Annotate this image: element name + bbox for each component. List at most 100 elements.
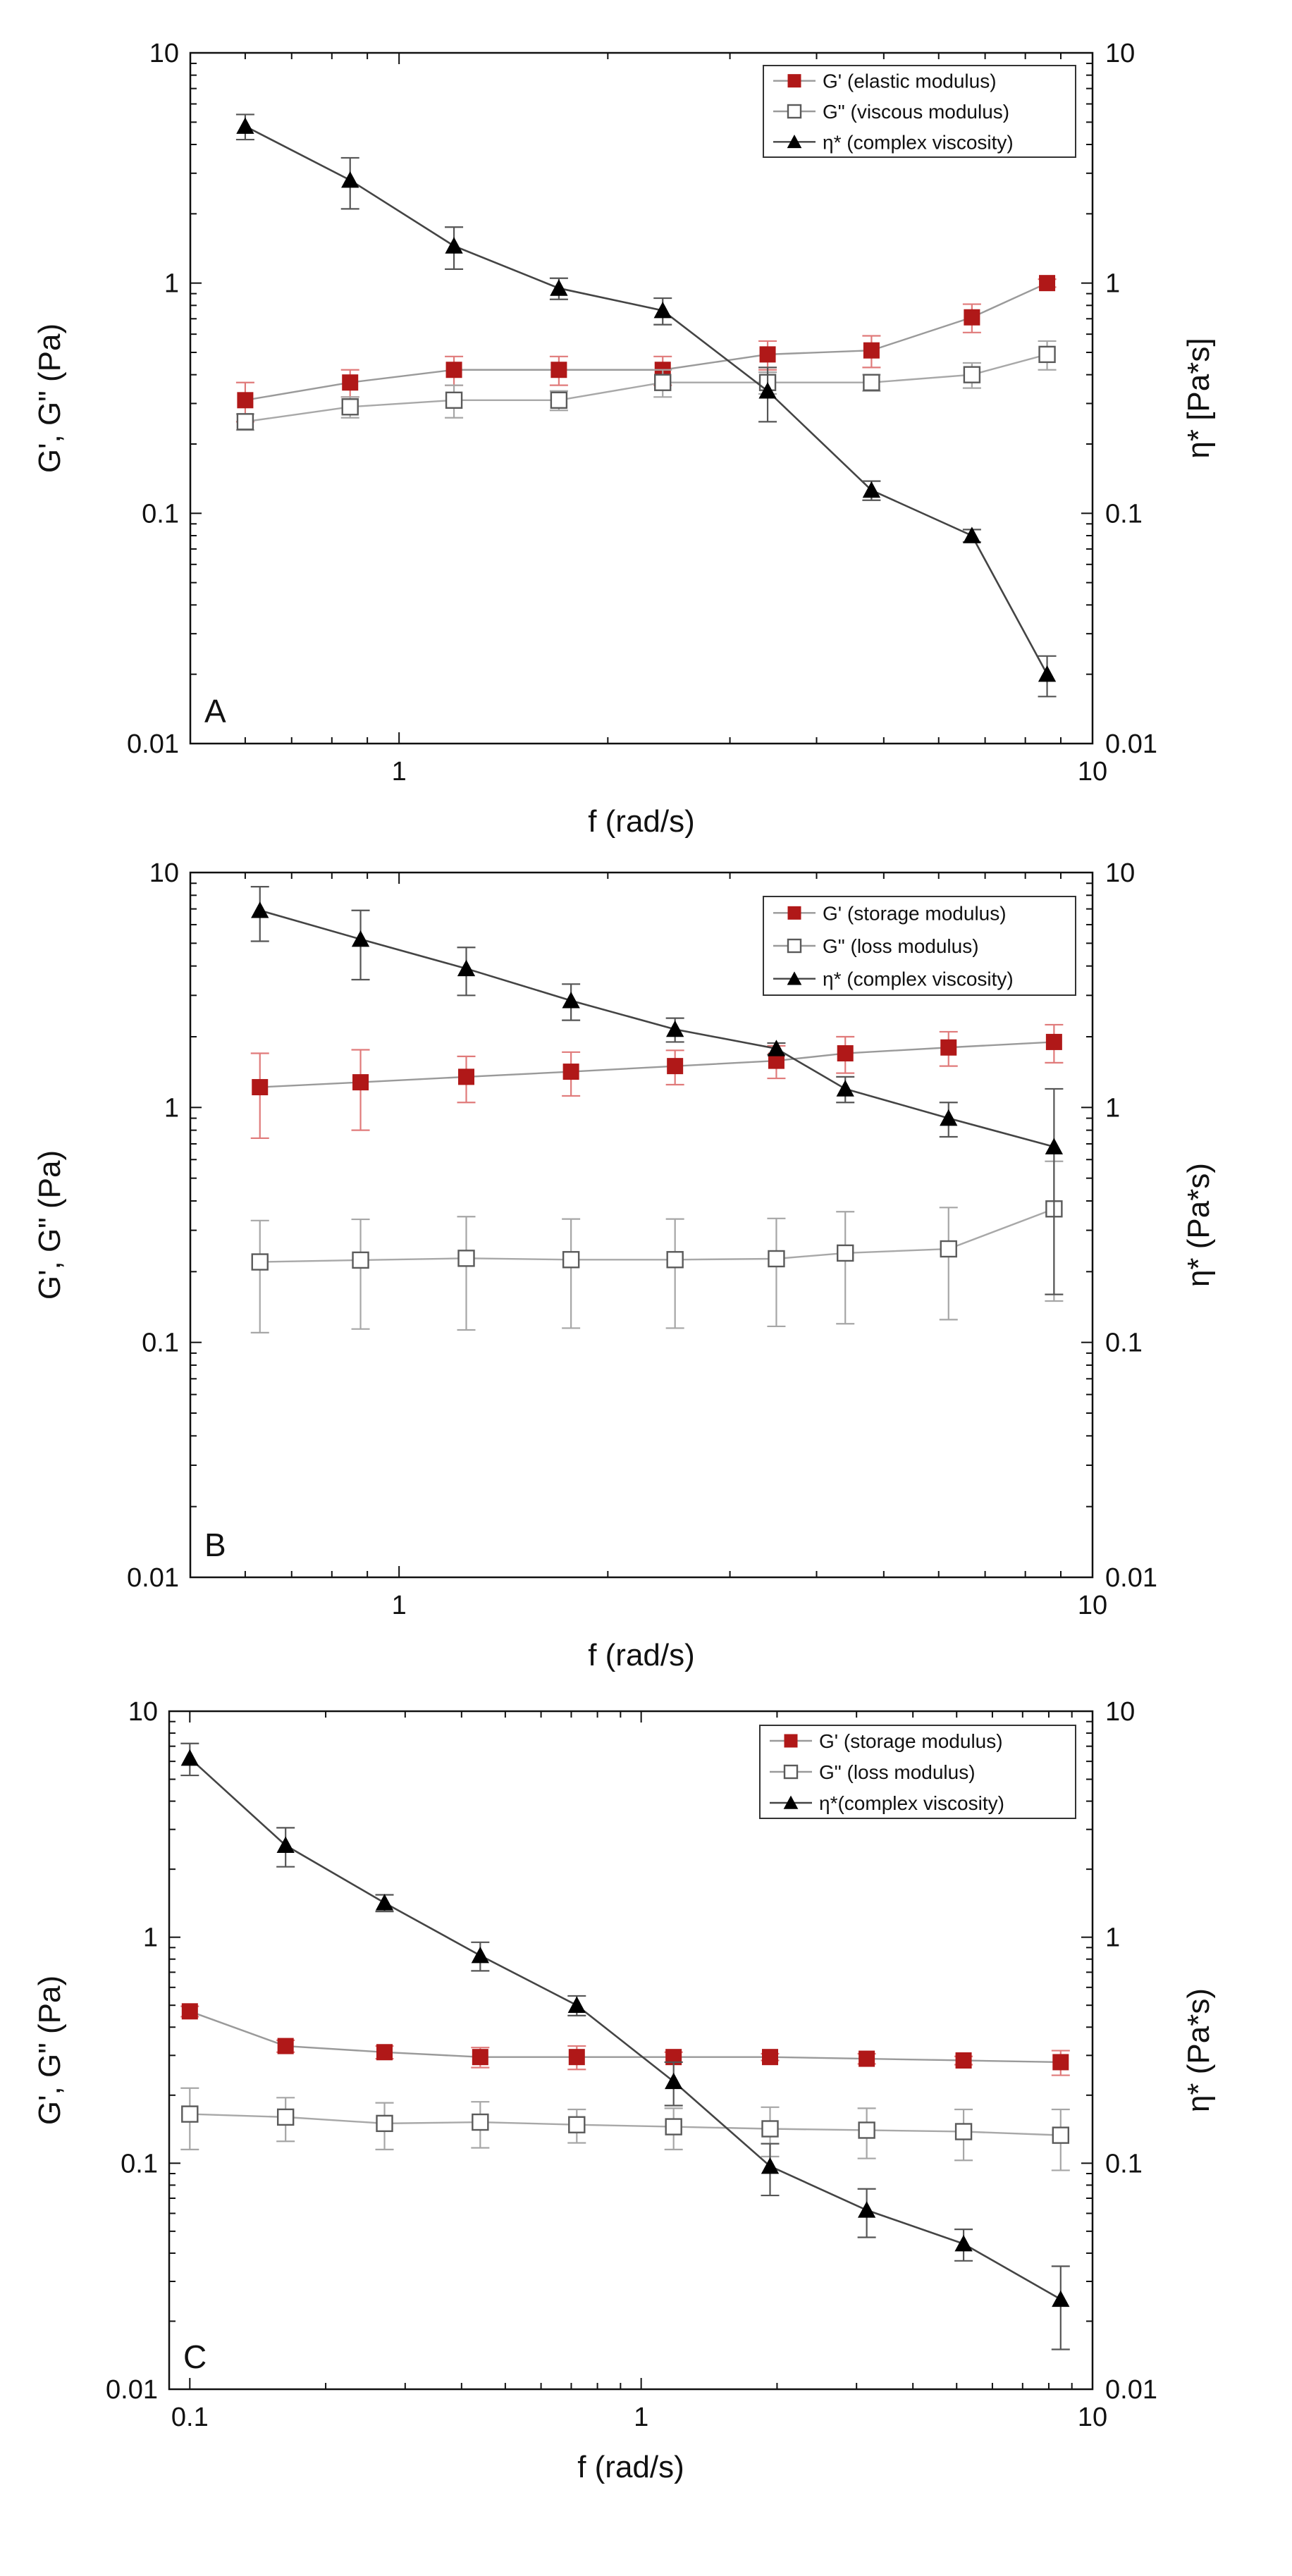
data-point-storage	[568, 2049, 585, 2066]
data-point-loss	[341, 398, 359, 416]
x-tick-label: 1	[392, 1591, 407, 1620]
data-point-loss	[863, 374, 880, 391]
data-point-visc	[351, 930, 370, 947]
y-tick-label-left: 0.01	[106, 2375, 158, 2405]
legend-marker-visc	[787, 134, 802, 149]
panel-label: A	[204, 693, 226, 729]
legend-label-visc: η*(complex viscosity)	[819, 1792, 1004, 1814]
error-bar	[351, 1218, 370, 1330]
y-tick-label-right: 1	[1105, 269, 1120, 299]
data-point-loss	[768, 1250, 785, 1268]
x-axis-title: f (rad/s)	[588, 804, 695, 839]
data-point-visc	[471, 1946, 489, 1964]
series-line-visc	[189, 1757, 1062, 2300]
data-point-storage	[1052, 2054, 1069, 2071]
data-point-loss	[472, 2113, 489, 2131]
data-point-loss	[1038, 345, 1056, 364]
data-point-storage	[859, 2050, 875, 2067]
data-point-storage	[964, 309, 980, 326]
data-point-storage	[376, 2044, 393, 2061]
data-point-visc	[550, 279, 568, 296]
data-point-visc	[836, 1080, 854, 1097]
x-tick-label: 10	[1078, 757, 1107, 787]
data-point-visc	[251, 901, 269, 918]
error-bar	[665, 1218, 684, 1329]
data-point-storage	[759, 346, 776, 363]
data-point-loss	[940, 1240, 957, 1258]
data-point-storage	[1039, 275, 1056, 292]
series-storage	[180, 2003, 1070, 2076]
y-tick-label-left: 0.1	[142, 1329, 179, 1358]
data-point-visc	[954, 2235, 973, 2252]
legend-label-loss: G" (loss modulus)	[819, 1761, 976, 1783]
y-tick-label-left: 1	[164, 1093, 179, 1123]
series-storage	[250, 1023, 1064, 1140]
data-point-loss	[666, 1251, 684, 1269]
data-point-visc	[666, 1020, 684, 1037]
error-bar	[457, 1216, 476, 1331]
y-tick-label-right: 10	[1105, 858, 1135, 888]
data-point-visc	[758, 382, 777, 399]
legend-marker-loss	[787, 938, 802, 954]
data-point-loss	[963, 366, 981, 383]
data-point-visc	[1052, 2290, 1070, 2307]
data-point-visc	[767, 1040, 786, 1056]
legend-label-visc: η* (complex viscosity)	[823, 968, 1014, 990]
data-point-storage	[277, 2038, 294, 2054]
data-point-loss	[352, 1251, 369, 1269]
data-point-visc	[1038, 665, 1057, 682]
data-point-storage	[472, 2049, 488, 2066]
data-point-loss	[761, 2120, 779, 2138]
series-loss	[235, 340, 1057, 431]
error-bar	[250, 1219, 269, 1333]
y-tick-label-right: 0.1	[1105, 499, 1143, 529]
data-point-visc	[1045, 1138, 1064, 1154]
data-point-storage	[237, 392, 254, 409]
data-point-loss	[376, 2114, 393, 2133]
data-point-visc	[457, 959, 476, 977]
legend-marker-storage	[787, 906, 801, 920]
data-point-visc	[940, 1109, 958, 1126]
error-bar	[836, 1211, 855, 1325]
x-tick-label: 1	[392, 757, 407, 787]
data-point-storage	[458, 1068, 475, 1085]
legend-label-storage: G' (storage modulus)	[823, 902, 1007, 924]
data-point-visc	[445, 237, 463, 254]
series-visc	[180, 1742, 1070, 2350]
data-point-loss	[837, 1244, 854, 1262]
legend-marker-loss	[787, 104, 802, 119]
data-point-visc	[862, 481, 881, 498]
series-loss	[180, 2087, 1070, 2171]
y-axis-title-left: G', G" (Pa)	[32, 1976, 67, 2125]
data-point-storage	[1045, 1033, 1062, 1050]
series-storage	[235, 275, 1057, 423]
data-point-loss	[457, 1250, 475, 1267]
y-axis-title-left: G', G" (Pa)	[32, 323, 67, 473]
data-point-visc	[857, 2201, 876, 2218]
data-point-loss	[1052, 2126, 1070, 2144]
y-tick-label-left: 0.01	[127, 729, 179, 759]
legend-marker-loss	[783, 1764, 799, 1780]
error-bar	[1045, 1087, 1064, 1295]
legend-label-visc: η* (complex viscosity)	[823, 131, 1014, 153]
x-tick-label: 10	[1078, 1591, 1107, 1620]
legend-marker-visc	[783, 1795, 799, 1809]
plot-frame	[168, 1710, 1094, 2391]
data-point-loss	[954, 2123, 973, 2140]
data-point-visc	[375, 1894, 394, 1911]
data-point-loss	[276, 2108, 295, 2126]
panel-label: B	[204, 1527, 226, 1563]
legend-marker-visc	[787, 971, 802, 985]
data-point-loss	[562, 1251, 580, 1269]
data-point-loss	[654, 374, 672, 391]
y-tick-label-left: 0.01	[127, 1563, 179, 1593]
series-visc	[235, 113, 1057, 698]
y-tick-label-left: 1	[164, 269, 179, 299]
legend-label-loss: G" (viscous modulus)	[823, 101, 1009, 123]
chart-panel-a: 1 100.01 0.010.1 0.11 110 10f (rad/s)G', G" (…	[32, 39, 1216, 839]
chart-panel-c: 0.1 1 100.01 0.010.1 0.11 110 10f (rad/s)G', G…	[32, 1697, 1216, 2484]
data-point-loss	[236, 413, 254, 431]
y-tick-label-right: 10	[1105, 39, 1135, 68]
data-point-loss	[858, 2121, 875, 2139]
